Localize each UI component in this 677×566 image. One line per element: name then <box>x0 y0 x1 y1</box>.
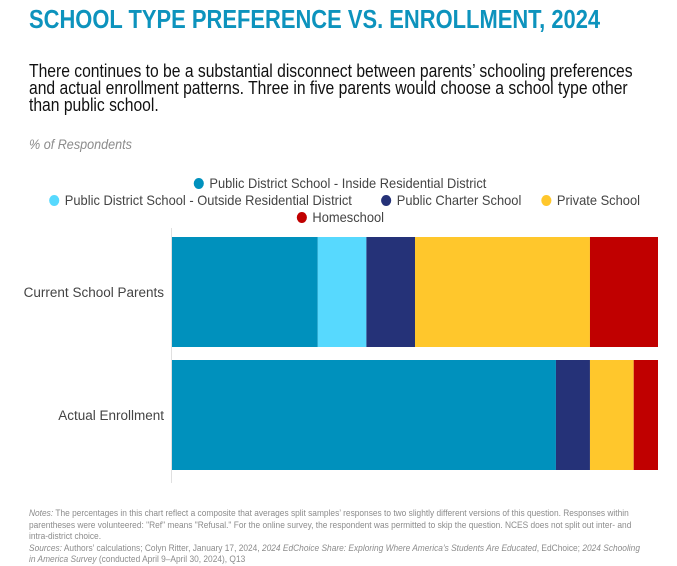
legend-item-charter: Public Charter School <box>380 192 521 209</box>
legend-dot-icon <box>193 178 204 189</box>
notes-text: The percentages in this chart reflect a … <box>29 508 632 542</box>
sources-text: (conducted April 9–April 30, 2024), Q13 <box>96 554 246 565</box>
chart-title: SCHOOL TYPE PREFERENCE VS. ENROLLMENT, 2… <box>29 6 601 34</box>
legend-row-1: Public District School - Inside Resident… <box>30 175 650 192</box>
bar-segment-current-school-parents-public-district-school-outside-residential-district <box>317 237 367 347</box>
bar-segment-current-school-parents-public-district-school-inside-residential-district <box>172 237 318 347</box>
bar-segment-actual-enrollment-public-district-school-inside-residential-district <box>172 360 556 470</box>
legend-label: Private School <box>556 192 640 208</box>
bar-segment-current-school-parents-homeschool <box>589 237 658 347</box>
bar-segment-current-school-parents-private-school <box>415 237 590 347</box>
legend-label: Homeschool <box>312 209 384 225</box>
sources-text: , EdChoice; <box>536 542 583 554</box>
legend-row-2: Public District School - Outside Residen… <box>30 192 650 209</box>
stacked-bar-chart: Current School Parents Actual Enrollment <box>24 228 658 483</box>
legend: Public District School - Inside Resident… <box>30 175 650 226</box>
legend-item-private: Private School <box>541 192 640 209</box>
bars-group <box>172 237 658 470</box>
bar-segment-actual-enrollment-private-school <box>589 360 634 470</box>
category-label-actual-enrollment: Actual Enrollment <box>58 408 164 423</box>
legend-dot-icon <box>380 195 391 206</box>
sources-title-1: 2024 EdChoice Share: Exploring Where Ame… <box>261 542 537 554</box>
category-label-current-school-parents: Current School Parents <box>24 285 165 300</box>
legend-item-public-inside: Public District School - Inside Resident… <box>193 175 487 192</box>
legend-dot-icon <box>48 195 60 206</box>
notes-block: Notes: The percentages in this chart ref… <box>29 508 645 566</box>
bar-segment-current-school-parents-public-charter-school <box>366 237 415 347</box>
legend-dot-icon <box>296 212 307 223</box>
bar-segment-actual-enrollment-homeschool <box>633 360 658 470</box>
legend-label: Public Charter School <box>396 192 521 208</box>
legend-item-homeschool: Homeschool <box>296 209 384 226</box>
legend-label: Public District School - Inside Resident… <box>209 175 487 191</box>
legend-dot-icon <box>541 195 552 206</box>
bar-segment-actual-enrollment-public-charter-school <box>555 360 590 470</box>
sources-text: Authors’ calculations; Colyn Ritter, Jan… <box>62 542 262 554</box>
notes-label: Notes: <box>29 508 54 519</box>
legend-label: Public District School - Outside Residen… <box>64 192 352 208</box>
sources-label: Sources: <box>29 542 62 554</box>
chart-subtitle: There continues to be a substantial disc… <box>29 61 633 115</box>
legend-row-3: Homeschool <box>30 209 650 226</box>
legend-item-public-outside: Public District School - Outside Residen… <box>48 192 352 209</box>
unit-label: % of Respondents <box>29 136 132 152</box>
